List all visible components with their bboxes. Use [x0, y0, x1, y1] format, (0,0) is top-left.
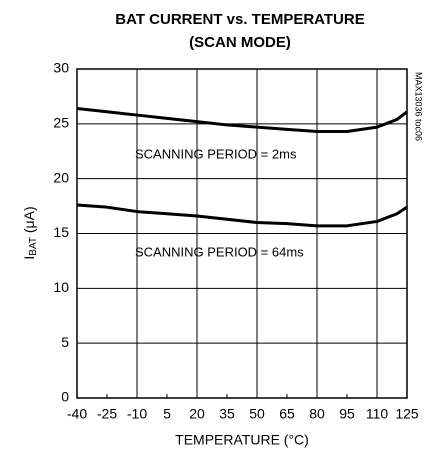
chart-title: (SCAN MODE) [189, 34, 291, 51]
line-series [76, 203, 408, 228]
x-tick-label: -25 [97, 406, 117, 422]
x-tick-label: 50 [249, 406, 265, 422]
x-tick-label: 35 [219, 406, 235, 422]
x-tick-label: 95 [339, 406, 355, 422]
line-series [76, 106, 408, 134]
y-label-unit: (μA) [21, 206, 37, 237]
y-tick-label: 15 [53, 224, 69, 240]
plot-frame [76, 68, 408, 399]
x-tick-label: 80 [309, 406, 325, 422]
chart-title: BAT CURRENT vs. TEMPERATURE [115, 11, 364, 28]
y-tick-label: 0 [61, 389, 69, 405]
x-tick-label: 65 [279, 406, 295, 422]
annotation: SCANNING PERIOD = 64ms [135, 244, 304, 259]
y-tick-label: 25 [53, 115, 69, 131]
annotation: SCANNING PERIOD = 2ms [135, 146, 297, 161]
x-axis-label: TEMPERATURE (°C) [175, 432, 309, 448]
x-tick-label: 5 [163, 406, 171, 422]
x-tick-label: 20 [189, 406, 205, 422]
x-tick-label: 125 [395, 406, 419, 422]
y-tick-label: 10 [53, 279, 69, 295]
x-tick-label: 110 [366, 406, 389, 422]
y-label-main: I [21, 256, 37, 260]
x-tick-label: -10 [127, 406, 147, 422]
y-tick-label: 30 [53, 60, 69, 76]
y-tick-label: 5 [61, 334, 69, 350]
y-axis-label: IBAT (μA) [21, 206, 39, 259]
y-label-sub: BAT [28, 237, 39, 256]
x-tick-label: -40 [67, 406, 87, 422]
watermark: MAX13036 toc06 [414, 72, 424, 141]
y-tick-label: 20 [53, 169, 69, 185]
